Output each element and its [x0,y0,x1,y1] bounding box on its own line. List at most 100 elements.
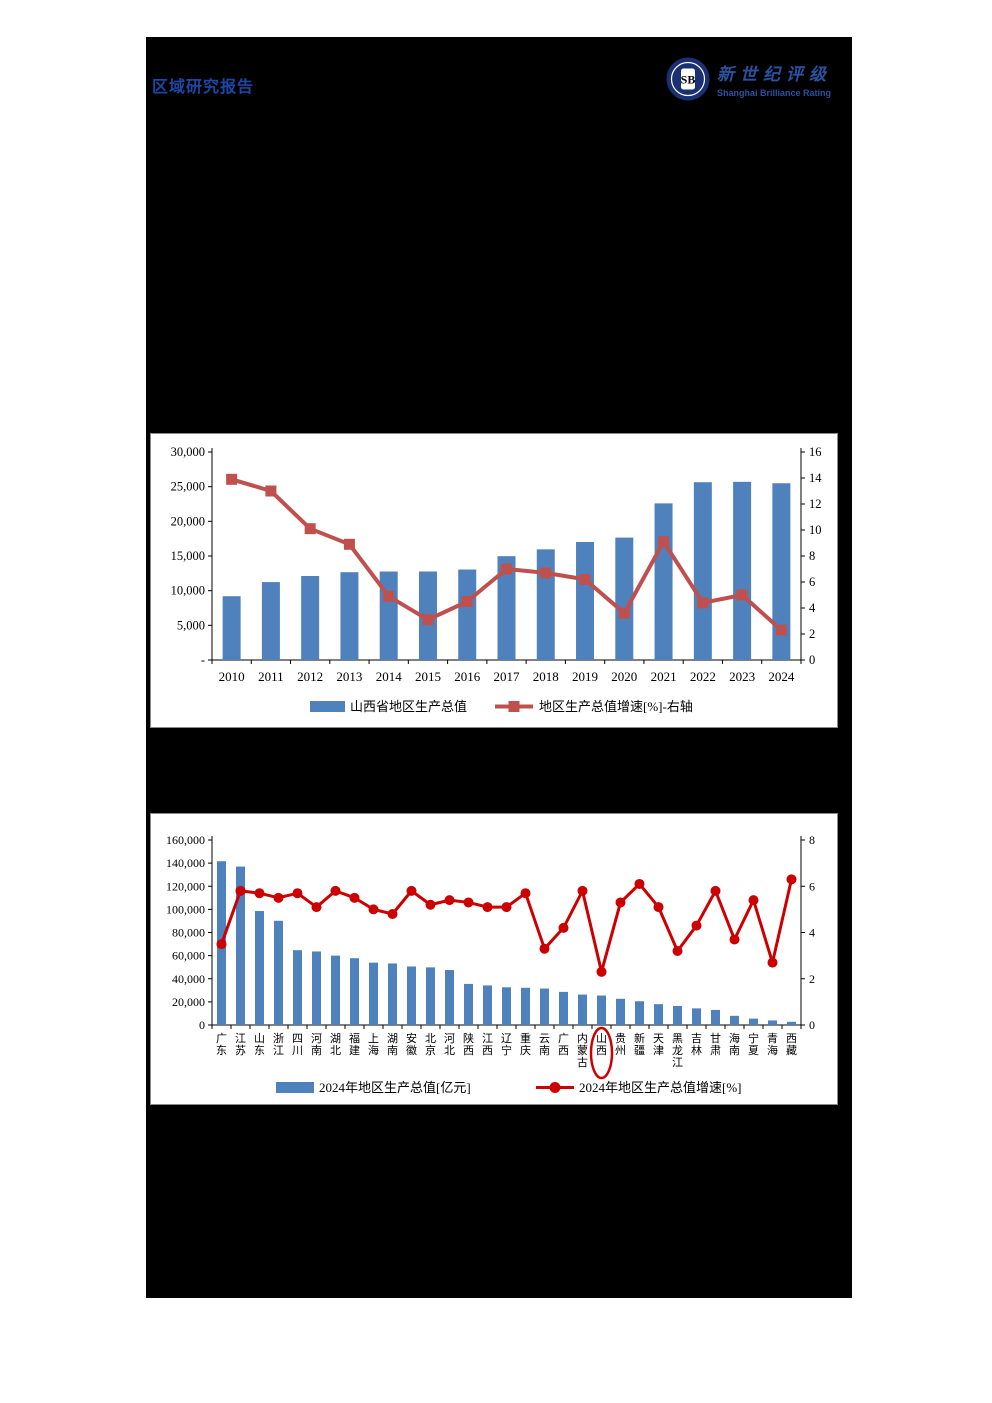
line-point [254,888,265,899]
svg-text:8: 8 [809,833,815,847]
bar [654,503,673,660]
line-point [775,624,787,636]
bar [576,541,595,660]
svg-text:10,000: 10,000 [171,584,205,598]
line-point [343,538,355,550]
bar [540,988,549,1025]
bar [768,1020,777,1025]
line-point [579,573,591,585]
bar-series [217,861,796,1025]
bar [340,572,359,660]
bar [536,549,555,660]
line-point [235,885,246,896]
bar [255,911,264,1025]
svg-text:2010: 2010 [219,669,245,684]
logo-name: 新世纪评级 [717,65,832,84]
line-point [634,878,645,889]
left-axis-tick-labels: - 5,000 10,000 15,000 20,000 25,000 30,000 [171,445,205,667]
line-point [786,874,797,885]
legend: 2024年地区生产总值[亿元] 2024年地区生产总值增速[%] [276,1080,742,1095]
shanxi-gdp-trend-chart: - 5,000 10,000 15,000 20,000 25,000 30,000 0 2 4 6… [150,433,838,728]
bar [331,955,340,1025]
svg-text:2018: 2018 [533,669,559,684]
right-axis-tick-labels: 0 2 4 6 8 [809,833,815,1032]
bar [464,983,473,1025]
logo-seal-icon: SB [666,57,710,101]
line-point [577,885,588,896]
province-gdp-comparison-chart: 0 20,000 40,000 60,000 80,000 100,000 120,000 1… [150,813,838,1105]
line-point [501,902,512,913]
svg-text:15,000: 15,000 [171,549,205,563]
line-point [226,473,238,485]
legend-line-label: 2024年地区生产总值增速[%] [579,1080,742,1095]
svg-text:16: 16 [809,445,822,459]
logo-monogram: SB [681,73,696,87]
svg-text:40,000: 40,000 [172,972,205,986]
svg-text:海南: 海南 [729,1031,740,1057]
svg-text:4: 4 [809,926,815,940]
svg-text:60,000: 60,000 [172,949,205,963]
logo-subtitle: Shanghai Brilliance Rating [717,88,832,98]
line-point [292,888,303,899]
line-point [387,909,398,919]
svg-text:2011: 2011 [258,669,284,684]
logo-text: 新世纪评级 Shanghai Brilliance Rating [717,60,832,98]
bar [521,987,530,1025]
svg-text:2012: 2012 [297,669,323,684]
svg-text:上海: 上海 [368,1032,379,1057]
line-point [265,485,277,497]
highlight-ellipse [589,1026,614,1080]
line-point [501,563,512,575]
svg-text:青海: 青海 [767,1032,778,1057]
page-title: 区域研究报告 [152,77,255,96]
line-point [349,892,360,903]
svg-text:陕西: 陕西 [463,1031,474,1057]
legend-line-marker [549,1082,561,1093]
bar [261,582,280,660]
line-point [461,596,473,607]
bar [426,967,435,1025]
svg-text:西藏: 西藏 [786,1033,797,1057]
svg-text:6: 6 [809,879,815,893]
bar [772,483,791,660]
svg-text:0: 0 [199,1018,205,1032]
bar [730,1015,739,1025]
svg-text:内蒙古: 内蒙古 [577,1031,588,1069]
svg-text:四川: 四川 [292,1033,303,1057]
line-point [767,957,778,968]
bar [312,951,321,1025]
svg-text:安徽: 安徽 [406,1031,417,1057]
svg-text:重庆: 重庆 [520,1031,531,1057]
bar [350,958,359,1025]
svg-text:新疆: 新疆 [634,1031,645,1057]
svg-text:-: - [201,653,205,667]
line-point [406,885,417,896]
right-axis-tick-labels: 0 2 4 6 8 10 12 14 16 [809,445,822,667]
svg-text:吉林: 吉林 [691,1032,702,1057]
line-point [383,590,395,602]
svg-text:25,000: 25,000 [171,480,205,494]
svg-text:2021: 2021 [651,669,677,684]
logo-seal-graphic: SB [666,57,710,101]
svg-text:河南: 河南 [311,1032,322,1057]
svg-text:2023: 2023 [729,669,755,684]
line-point [558,922,569,933]
svg-text:2019: 2019 [572,669,598,684]
svg-text:0: 0 [809,1018,815,1032]
svg-text:6: 6 [809,575,815,589]
line-point [615,897,626,908]
bar [274,920,283,1025]
line-point [672,946,683,956]
line-point [748,895,759,906]
line-point [482,902,493,913]
line-point [463,897,474,908]
legend-line-label: 地区生产总值增速[%]-右轴 [539,699,693,714]
province-gdp-comparison-chart-svg: 0 20,000 40,000 60,000 80,000 100,000 120,000 1… [166,833,815,1095]
svg-text:广东: 广东 [216,1032,227,1057]
bar [458,569,477,660]
line-point [311,902,322,913]
svg-text:4: 4 [809,601,816,615]
svg-text:12: 12 [809,497,822,511]
svg-text:30,000: 30,000 [171,445,205,459]
svg-text:湖南: 湖南 [387,1032,398,1057]
